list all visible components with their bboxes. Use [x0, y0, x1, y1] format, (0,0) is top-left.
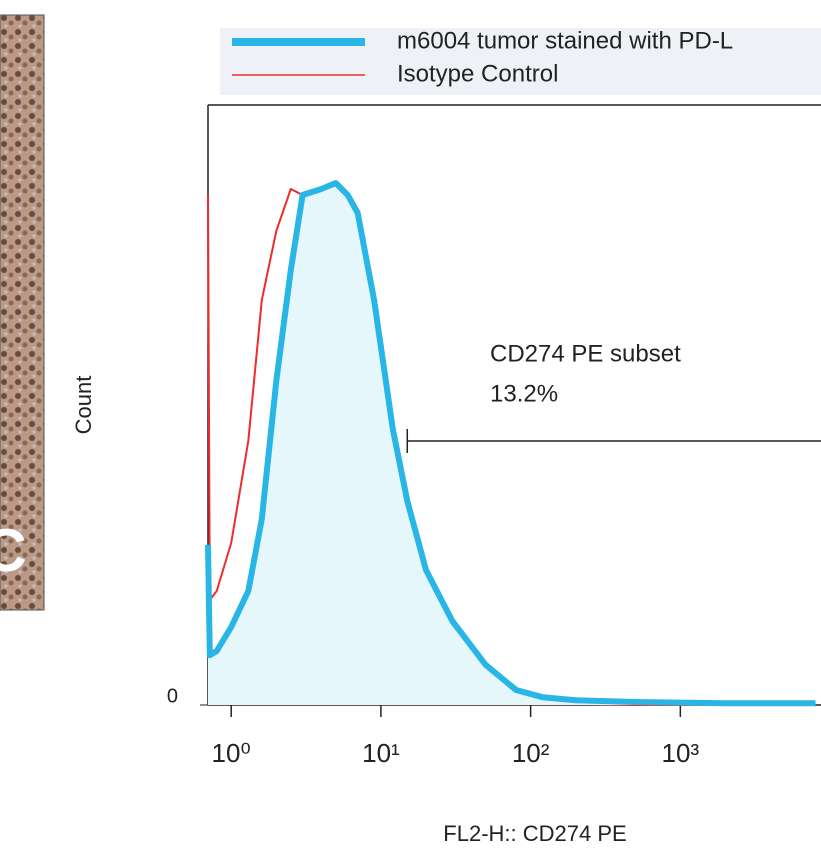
x-tick-label: 10² [512, 738, 550, 768]
panel-label: C [0, 517, 27, 584]
gate-percent: 13.2% [490, 380, 558, 407]
gate-name: CD274 PE subset [490, 340, 681, 367]
x-tick-label: 10¹ [362, 738, 400, 768]
y-tick-label: 0 [167, 685, 178, 707]
tissue-image [0, 14, 45, 611]
series-line [205, 180, 816, 707]
x-axis-label: FL2-H:: CD274 PE [443, 821, 626, 846]
x-tick-label: 10⁰ [212, 738, 251, 768]
area-fill [208, 183, 816, 705]
y-axis-label: Count [71, 376, 96, 435]
x-tick-label: 10³ [662, 738, 700, 768]
legend-label: m6004 tumor stained with PD-L [397, 27, 733, 54]
legend-label: Isotype Control [397, 60, 558, 87]
